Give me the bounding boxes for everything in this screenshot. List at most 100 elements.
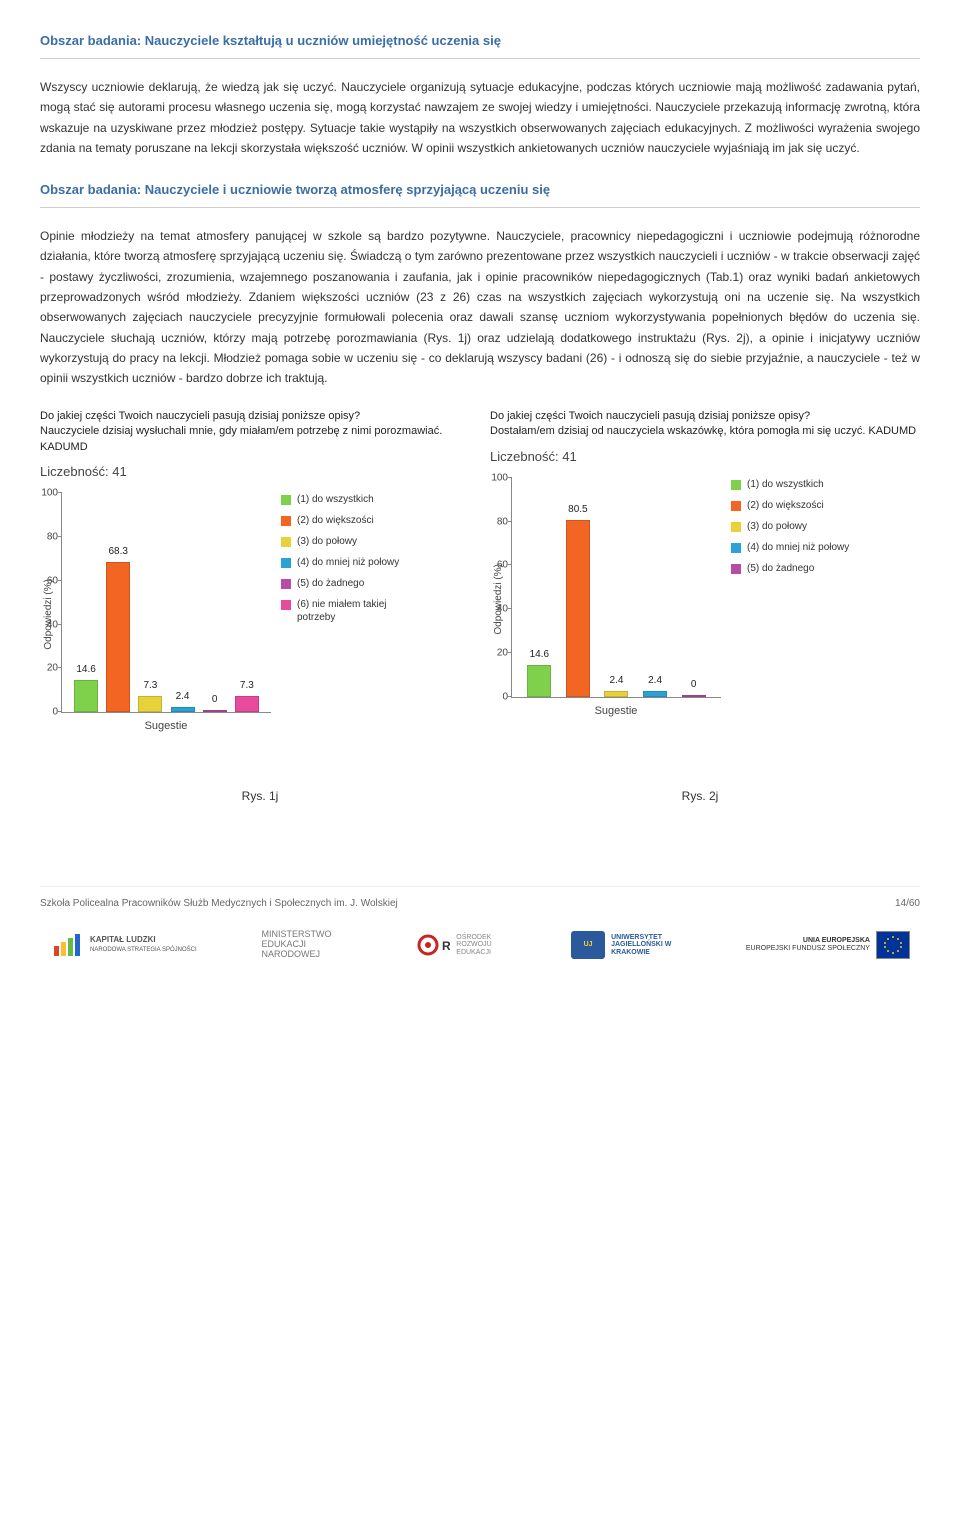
bar (604, 691, 628, 696)
bar-value: 0 (212, 691, 218, 708)
chart2-caption: Rys. 2j (480, 786, 920, 806)
legend-label: (3) do połowy (747, 520, 807, 533)
logo-eu-sub: EUROPEJSKI FUNDUSZ SPOŁECZNY (746, 945, 870, 952)
bar-value: 2.4 (648, 672, 662, 689)
section2-para: Opinie młodzieży na temat atmosfery panu… (40, 226, 920, 389)
footer-left: Szkoła Policealna Pracowników Służb Medy… (40, 895, 398, 912)
divider (40, 58, 920, 59)
legend-item: (5) do żadnego (281, 577, 417, 590)
legend-swatch (731, 480, 741, 490)
logo-kapital: KAPITAŁ LUDZKINARODOWA STRATEGIA SPÓJNOŚ… (50, 931, 197, 959)
legend-item: (2) do większości (281, 514, 417, 527)
captions-row: Rys. 1j Rys. 2j (40, 756, 920, 806)
legend-label: (2) do większości (297, 514, 374, 527)
bar-value: 14.6 (530, 646, 549, 663)
logo-uj-text: UNIWERSYTET JAGIELLOŃSKI W KRAKOWIE (611, 934, 681, 957)
legend-label: (5) do żadnego (747, 562, 814, 575)
chart2-ylabel: Odpowiedzi (%) (490, 564, 507, 635)
ytick-label: 0 (486, 688, 508, 705)
chart1-ylabel: Odpowiedzi (%) (40, 579, 57, 650)
ytick-label: 20 (486, 644, 508, 661)
legend-swatch (731, 522, 741, 532)
chart2-xlabel: Sugestie (511, 702, 721, 721)
chart1-legend: (1) do wszystkich(2) do większości(3) do… (281, 493, 417, 632)
ytick-label: 100 (486, 469, 508, 486)
divider (40, 207, 920, 208)
legend-swatch (281, 516, 291, 526)
logo-men: MINISTERSTWO EDUKACJI NARODOWEJ (261, 930, 351, 960)
ytick-label: 40 (36, 616, 58, 633)
legend-swatch (731, 564, 741, 574)
section1-para: Wszyscy uczniowie deklarują, że wiedzą j… (40, 77, 920, 159)
legend-item: (6) nie miałem takiej potrzeby (281, 598, 417, 624)
legend-item: (5) do żadnego (731, 562, 849, 575)
ytick-label: 40 (486, 601, 508, 618)
legend-item: (1) do wszystkich (281, 493, 417, 506)
page-footer: Szkoła Policealna Pracowników Służb Medy… (40, 886, 920, 912)
chart1-question: Do jakiej części Twoich nauczycieli pasu… (40, 409, 470, 455)
chart1-count: Liczebność: 41 (40, 461, 470, 483)
section2-heading: Obszar badania: Nauczyciele i uczniowie … (40, 179, 920, 201)
bar (171, 707, 195, 712)
bar (138, 696, 162, 712)
legend-item: (3) do połowy (731, 520, 849, 533)
charts-row: Do jakiej części Twoich nauczycieli pasu… (40, 409, 920, 736)
legend-label: (1) do wszystkich (747, 478, 824, 491)
bar (203, 710, 227, 712)
bar (235, 696, 259, 712)
logo-eu: UNIA EUROPEJSKAEUROPEJSKI FUNDUSZ SPOŁEC… (746, 931, 910, 959)
logo-row: KAPITAŁ LUDZKINARODOWA STRATEGIA SPÓJNOŚ… (40, 930, 920, 960)
svg-text:RE: RE (442, 939, 450, 953)
chart2-legend: (1) do wszystkich (2) do większości (3) do… (731, 478, 849, 583)
ytick-label: 0 (36, 704, 58, 721)
legend-item: (1) do wszystkich (731, 478, 849, 491)
bar-value: 2.4 (176, 688, 190, 705)
section1-heading: Obszar badania: Nauczyciele kształtują u… (40, 30, 920, 52)
chart2-block: Do jakiej części Twoich nauczycieli pasu… (490, 409, 920, 736)
bar-value: 7.3 (143, 677, 157, 694)
logo-uj: UJ UNIWERSYTET JAGIELLOŃSKI W KRAKOWIE (571, 931, 681, 959)
legend-label: (4) do mniej niż połowy (747, 541, 849, 554)
chart2-question: Do jakiej części Twoich nauczycieli pasu… (490, 409, 920, 440)
bar (74, 680, 98, 712)
bar-value: 14.6 (76, 661, 95, 678)
logo-kapital-sub: NARODOWA STRATEGIA SPÓJNOŚCI (90, 947, 197, 953)
legend-label: (6) nie miałem takiej potrzeby (297, 598, 417, 624)
chart2-plot: 02040608010014.680.52.42.40 (511, 478, 721, 698)
legend-item: (2) do większości (731, 499, 849, 512)
bar-value: 80.5 (568, 501, 587, 518)
legend-item: (4) do mniej niż połowy (731, 541, 849, 554)
footer-right: 14/60 (895, 895, 920, 912)
ytick-label: 60 (36, 572, 58, 589)
bar (643, 691, 667, 696)
bar (682, 695, 706, 697)
bar (106, 562, 130, 712)
legend-item: (4) do mniej niż połowy (281, 556, 417, 569)
legend-swatch (731, 501, 741, 511)
bar-value: 68.3 (109, 543, 128, 560)
legend-swatch (731, 543, 741, 553)
logo-ore-sub: OŚRODEK ROZWOJU EDUKACJI (456, 934, 506, 957)
legend-swatch (281, 537, 291, 547)
logo-men-text: MINISTERSTWO EDUKACJI NARODOWEJ (261, 930, 351, 960)
ytick-label: 80 (36, 528, 58, 545)
ytick-label: 100 (36, 485, 58, 502)
legend-label: (5) do żadnego (297, 577, 364, 590)
legend-label: (2) do większości (747, 499, 824, 512)
bar-value: 0 (691, 676, 697, 693)
bar (566, 520, 590, 697)
ytick-label: 60 (486, 557, 508, 574)
bar (527, 665, 551, 697)
legend-swatch (281, 579, 291, 589)
chart1-caption: Rys. 1j (40, 786, 480, 806)
chart1-plot: 02040608010014.668.37.32.407.3 (61, 493, 271, 713)
chart1-xlabel: Sugestie (61, 717, 271, 736)
chart1-block: Do jakiej części Twoich nauczycieli pasu… (40, 409, 470, 736)
legend-swatch (281, 600, 291, 610)
legend-label: (1) do wszystkich (297, 493, 374, 506)
ytick-label: 20 (36, 660, 58, 677)
bar-value: 2.4 (610, 672, 624, 689)
legend-swatch (281, 558, 291, 568)
chart2-count: Liczebność: 41 (490, 446, 920, 468)
bar-value: 7.3 (240, 677, 254, 694)
